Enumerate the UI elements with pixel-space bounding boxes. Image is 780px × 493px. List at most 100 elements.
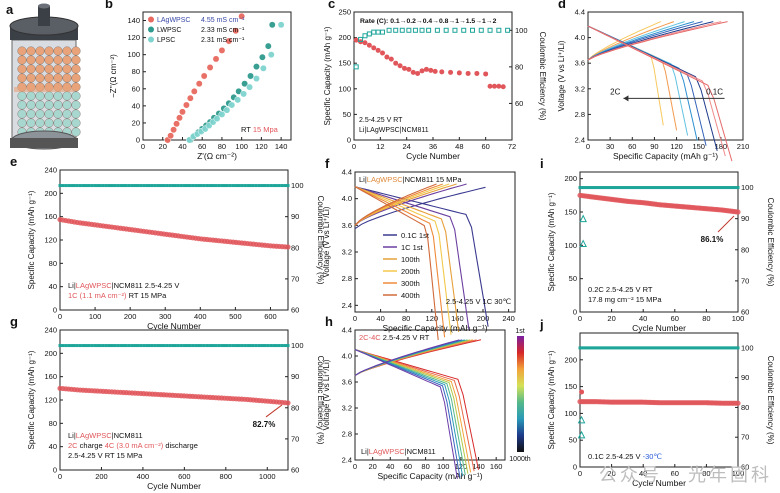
cell-particle-55 — [71, 64, 81, 74]
c-cap-point-27 — [496, 83, 502, 89]
e-ce-point-51 — [205, 184, 209, 188]
xtick-label-d-2: 60 — [628, 142, 636, 151]
b-point-0-1 — [167, 132, 175, 140]
annotation-g-2-part-0: 2.5-4.25 V RT 15 MPa — [68, 451, 143, 460]
g-ce-point-28 — [139, 344, 143, 348]
e-ce-point-35 — [159, 184, 163, 188]
j-ce-point-58 — [694, 346, 698, 350]
j-ce-point-61 — [700, 346, 704, 350]
y2tick-label-g-0: 60 — [291, 466, 299, 475]
ytick-label-b-1: 20 — [132, 118, 140, 127]
annotation-b-part-0: RT — [241, 125, 251, 134]
g-ce-point-20 — [116, 344, 120, 348]
ytick-label-d-1: 2.8 — [575, 110, 585, 119]
g-ce-point-18 — [110, 344, 114, 348]
top-label-h: 2C-4C 2.5-4.25 V RT — [359, 333, 430, 342]
ytick-label-f-0: 2.4 — [342, 301, 352, 310]
panel-label-h: h — [325, 314, 333, 329]
ytick-label-e-1: 40 — [49, 282, 57, 291]
j-ce-point-41 — [660, 346, 664, 350]
i-ce-point-47 — [672, 186, 676, 190]
colorbar — [517, 336, 524, 452]
e-ce-point-2 — [64, 184, 68, 188]
g-ce-point-10 — [87, 344, 91, 348]
cell-particle-53 — [53, 64, 63, 74]
i-ce-point-38 — [654, 186, 658, 190]
j-ce-point-66 — [710, 346, 714, 350]
j-ce-point-70 — [718, 346, 722, 350]
b-point-0-10 — [200, 72, 208, 80]
g-ce-point-1 — [61, 344, 65, 348]
e-ce-point-22 — [121, 184, 125, 188]
i-ce-outlier-0 — [579, 214, 587, 223]
j-ce-point-21 — [620, 346, 624, 350]
j-ce-point-31 — [640, 346, 644, 350]
f-charge-0 — [354, 186, 486, 230]
cell-particle-13 — [71, 118, 81, 128]
y2tick-label-i-1: 70 — [741, 276, 749, 285]
e-ce-point-29 — [142, 184, 146, 188]
i-ce-point-57 — [692, 186, 696, 190]
e-ce-point-65 — [246, 184, 250, 188]
c-ce-point-2 — [362, 33, 368, 39]
plot-frame-b — [142, 11, 292, 141]
d-arrow-to: 2C — [610, 87, 620, 96]
ytick-label-c-5: 250 — [338, 8, 351, 17]
j-ce-point-25 — [628, 346, 632, 350]
ytick-label-d-0: 2.4 — [575, 136, 585, 145]
annotation-b: RT 15 Mpa — [241, 125, 279, 134]
ytick-label-d-3: 3.6 — [575, 59, 585, 68]
h-charge-7 — [354, 339, 460, 376]
c-cap-point-26 — [491, 83, 497, 89]
j-ce-point-33 — [644, 346, 648, 350]
j-ce-point-19 — [616, 346, 620, 350]
cell-particle-54 — [62, 64, 72, 74]
j-ce-point-51 — [680, 346, 684, 350]
y2tick-label-g-4: 100 — [291, 341, 304, 350]
f-discharge-2 — [354, 186, 460, 333]
c-cap-point-9 — [393, 60, 399, 66]
b-point-0-4 — [176, 114, 183, 122]
j-ce-point-29 — [636, 346, 640, 350]
j-ce-point-34 — [646, 346, 650, 350]
j-ce-point-67 — [712, 346, 716, 350]
g-ce-point-68 — [254, 344, 258, 348]
ytick-label-d-5: 4.4 — [575, 8, 585, 17]
ytick-label-c-2: 100 — [338, 84, 351, 93]
i-ce-point-43 — [664, 186, 668, 190]
xtick-label-j-3: 60 — [671, 469, 679, 478]
i-ce-point-22 — [622, 186, 626, 190]
j-ce-point-2 — [582, 346, 586, 350]
ytick-label-e-0: 0 — [53, 306, 57, 315]
c-cap-point-18 — [432, 68, 438, 74]
ytick-label-f-5: 4.4 — [342, 168, 352, 177]
xtick-label-e-2: 200 — [124, 312, 137, 321]
f-discharge-0 — [354, 186, 489, 327]
j-ce-point-9 — [596, 346, 600, 350]
g-ce-point-3 — [67, 344, 71, 348]
g-ce-point-0 — [58, 344, 62, 348]
cell-particle-42 — [17, 73, 27, 83]
b-point-0-12 — [212, 55, 220, 63]
c-cap-point-0 — [353, 37, 359, 43]
i-ce-point-14 — [606, 186, 610, 190]
panel-d: d 0 30 60 90 120 150 180 210 2.4 2.8 3.2 3.6 4.0 4.4 Sp… — [557, 0, 749, 162]
cell-particle-48 — [71, 73, 81, 83]
annotation-j-part-0: 0.1C 2.5-4.25 V — [588, 452, 643, 461]
xtick-label-f-0: 0 — [353, 314, 357, 323]
cell-particle-67 — [53, 46, 63, 56]
d-discharge-7 — [587, 25, 733, 162]
legend-name-b-1: LWPSC — [157, 27, 181, 34]
e-ce-point-23 — [124, 184, 128, 188]
i-ce-point-30 — [638, 186, 642, 190]
j-ce-point-49 — [676, 346, 680, 350]
g-ce-point-36 — [162, 344, 166, 348]
panel-f: f0 40 80 120 160 200 2402.42.83.23.64.04.4Spec… — [322, 156, 516, 341]
ytick-label-g-3: 120 — [44, 396, 57, 405]
xlabel-h: Specific Capacity (mAh g⁻¹) — [377, 471, 482, 481]
j-ce-point-3 — [584, 346, 588, 350]
j-ce-point-75 — [728, 346, 732, 350]
i-ce-point-35 — [648, 186, 652, 190]
panel-label-g: g — [10, 314, 18, 329]
legend-value-b-2: 2.31 mS cm⁻¹ — [201, 37, 245, 44]
